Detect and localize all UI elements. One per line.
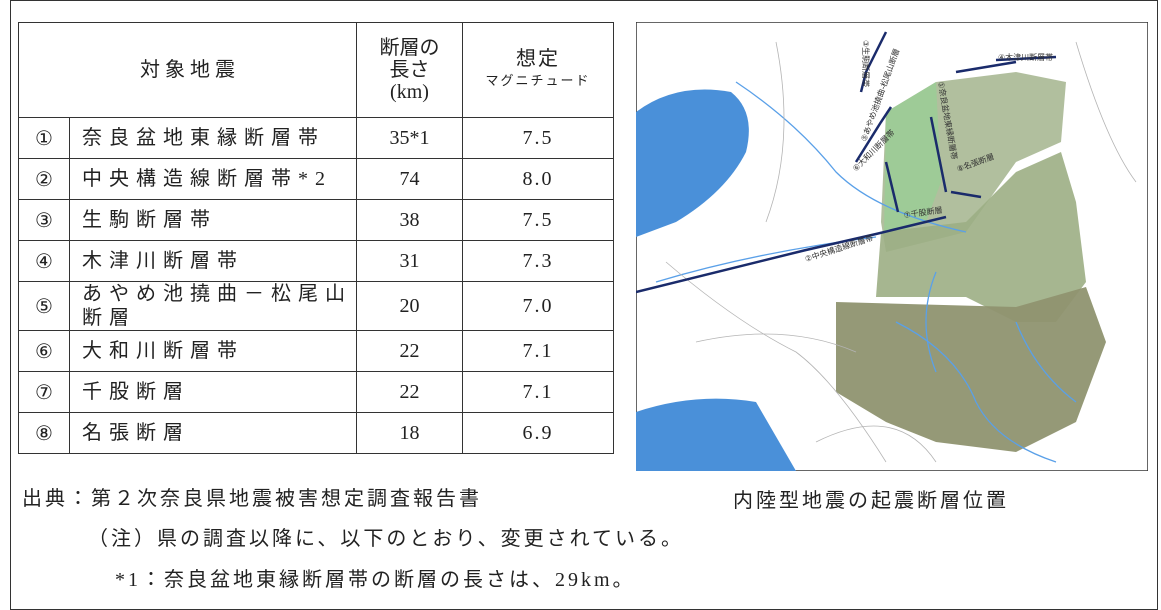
- header-magnitude: 想定 マグニチュード: [463, 23, 614, 118]
- header-length: 断層の 長さ (km): [357, 23, 463, 118]
- header-subject: 対 象 地 震: [19, 23, 357, 118]
- header-line: (km): [357, 81, 462, 103]
- fault-name: 千股断層: [70, 372, 357, 413]
- row-number: ⑦: [19, 372, 70, 413]
- header-row: 対 象 地 震 断層の 長さ (km) 想定 マグニチュード: [19, 23, 614, 118]
- fault-name: 木津川断層帯: [70, 241, 357, 282]
- fault-name: 奈良盆地東縁断層帯: [70, 118, 357, 159]
- fault-name: 生駒断層帯: [70, 200, 357, 241]
- header-line: 長さ: [357, 59, 462, 81]
- fault-name: 大和川断層帯: [70, 331, 357, 372]
- row-number: ④: [19, 241, 70, 282]
- fault-length: 20: [357, 282, 463, 331]
- row-number: ⑥: [19, 331, 70, 372]
- header-line: 想定: [463, 48, 613, 70]
- magnitude: 7.3: [463, 241, 614, 282]
- note: （注）県の調査以降に、以下のとおり、変更されている。: [88, 522, 684, 551]
- magnitude: 7.0: [463, 282, 614, 331]
- fault-length: 22: [357, 372, 463, 413]
- fault-length: 31: [357, 241, 463, 282]
- magnitude: 6.9: [463, 413, 614, 454]
- fault-length: 74: [357, 159, 463, 200]
- magnitude: 8.0: [463, 159, 614, 200]
- page: 対 象 地 震 断層の 長さ (km) 想定 マグニチュード ①奈良盆地東縁断層…: [0, 0, 1161, 598]
- header-line: 断層の: [357, 37, 462, 59]
- fault-length: 38: [357, 200, 463, 241]
- magnitude: 7.1: [463, 372, 614, 413]
- fault-name: 中央構造線断層帯*2: [70, 159, 357, 200]
- header-line: マグニチュード: [463, 70, 613, 92]
- fault-name: あやめ池撓曲－松尾山断層: [70, 282, 357, 331]
- map-caption: 内陸型地震の起震断層位置: [733, 484, 1009, 513]
- map-label: ③生駒断層帯: [861, 40, 871, 87]
- map: ④木津川断層帯 ③生駒断層帯 ①奈良盆地東縁断層帯 ⑤あやめ池撓曲-松尾山断層 …: [636, 22, 1148, 471]
- map-label: ④木津川断層帯: [998, 52, 1053, 62]
- magnitude: 7.1: [463, 331, 614, 372]
- row-number: ②: [19, 159, 70, 200]
- source: 出典：第２次奈良県地震被害想定調査報告書: [22, 482, 482, 511]
- fault-length: 35*1: [357, 118, 463, 159]
- row-number: ⑧: [19, 413, 70, 454]
- fault-length: 22: [357, 331, 463, 372]
- magnitude: 7.5: [463, 118, 614, 159]
- row-number: ⑤: [19, 282, 70, 331]
- fault-length: 18: [357, 413, 463, 454]
- row-number: ①: [19, 118, 70, 159]
- note: *1：奈良盆地東縁断層帯の断層の長さは、29km。: [115, 563, 636, 592]
- magnitude: 7.5: [463, 200, 614, 241]
- fault-name: 名張断層: [70, 413, 357, 454]
- row-number: ③: [19, 200, 70, 241]
